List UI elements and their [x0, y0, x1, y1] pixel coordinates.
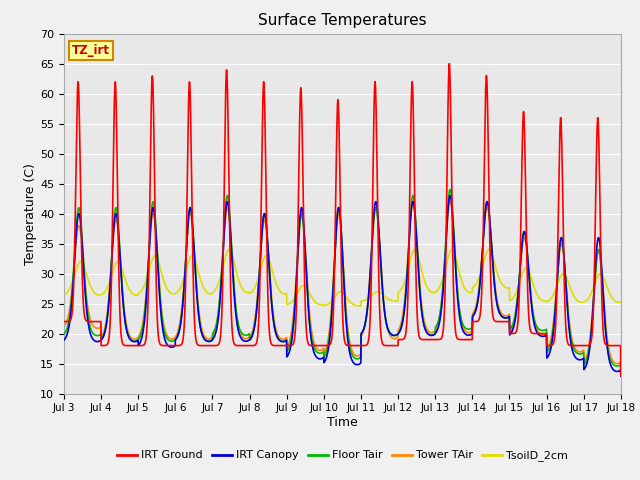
IRT Ground	[445, 61, 453, 67]
TsoilD_2cm	[60, 292, 68, 298]
TsoilD_2cm	[568, 289, 576, 295]
Line: Tower TAir: Tower TAir	[64, 202, 621, 369]
Line: TsoilD_2cm: TsoilD_2cm	[64, 250, 621, 306]
IRT Ground	[371, 87, 378, 93]
Floor Tair	[60, 331, 68, 337]
IRT Ground	[584, 343, 591, 348]
IRT Canopy	[358, 329, 366, 335]
Title: Surface Temperatures: Surface Temperatures	[258, 13, 427, 28]
IRT Canopy	[504, 314, 512, 320]
Floor Tair	[216, 301, 223, 307]
X-axis label: Time: Time	[327, 416, 358, 429]
IRT Canopy	[60, 337, 68, 343]
IRT Ground	[216, 340, 223, 346]
TsoilD_2cm	[216, 278, 223, 284]
IRT Canopy	[371, 204, 378, 210]
IRT Ground	[504, 319, 512, 324]
Floor Tair	[504, 314, 512, 320]
Floor Tair	[568, 340, 575, 346]
Floor Tair	[446, 187, 454, 192]
IRT Ground	[60, 319, 68, 324]
IRT Ground	[617, 372, 625, 378]
Tower TAir	[358, 331, 366, 337]
IRT Canopy	[584, 359, 591, 365]
TsoilD_2cm	[359, 298, 367, 304]
Y-axis label: Temperature (C): Temperature (C)	[24, 163, 37, 264]
Floor Tair	[617, 368, 625, 374]
Line: Floor Tair: Floor Tair	[64, 190, 621, 371]
IRT Canopy	[216, 307, 223, 313]
TsoilD_2cm	[371, 290, 379, 296]
IRT Canopy	[446, 193, 454, 199]
TsoilD_2cm	[485, 247, 493, 252]
Tower TAir	[617, 366, 625, 372]
Floor Tair	[584, 355, 591, 361]
TsoilD_2cm	[355, 303, 363, 309]
IRT Canopy	[568, 345, 575, 351]
Tower TAir	[409, 199, 417, 204]
Text: TZ_irt: TZ_irt	[72, 44, 110, 58]
Tower TAir	[371, 210, 378, 216]
IRT Ground	[568, 343, 575, 348]
Tower TAir	[568, 336, 575, 341]
Floor Tair	[358, 329, 366, 335]
Line: IRT Ground: IRT Ground	[64, 64, 621, 375]
Tower TAir	[216, 301, 223, 307]
Tower TAir	[504, 312, 512, 318]
IRT Ground	[358, 343, 366, 348]
Tower TAir	[60, 324, 68, 329]
Floor Tair	[371, 210, 378, 216]
IRT Canopy	[617, 373, 625, 379]
TsoilD_2cm	[617, 299, 625, 305]
Line: IRT Canopy: IRT Canopy	[64, 196, 621, 376]
TsoilD_2cm	[584, 297, 591, 302]
Legend: IRT Ground, IRT Canopy, Floor Tair, Tower TAir, TsoilD_2cm: IRT Ground, IRT Canopy, Floor Tair, Towe…	[112, 446, 573, 466]
TsoilD_2cm	[505, 285, 513, 291]
Tower TAir	[584, 350, 591, 356]
